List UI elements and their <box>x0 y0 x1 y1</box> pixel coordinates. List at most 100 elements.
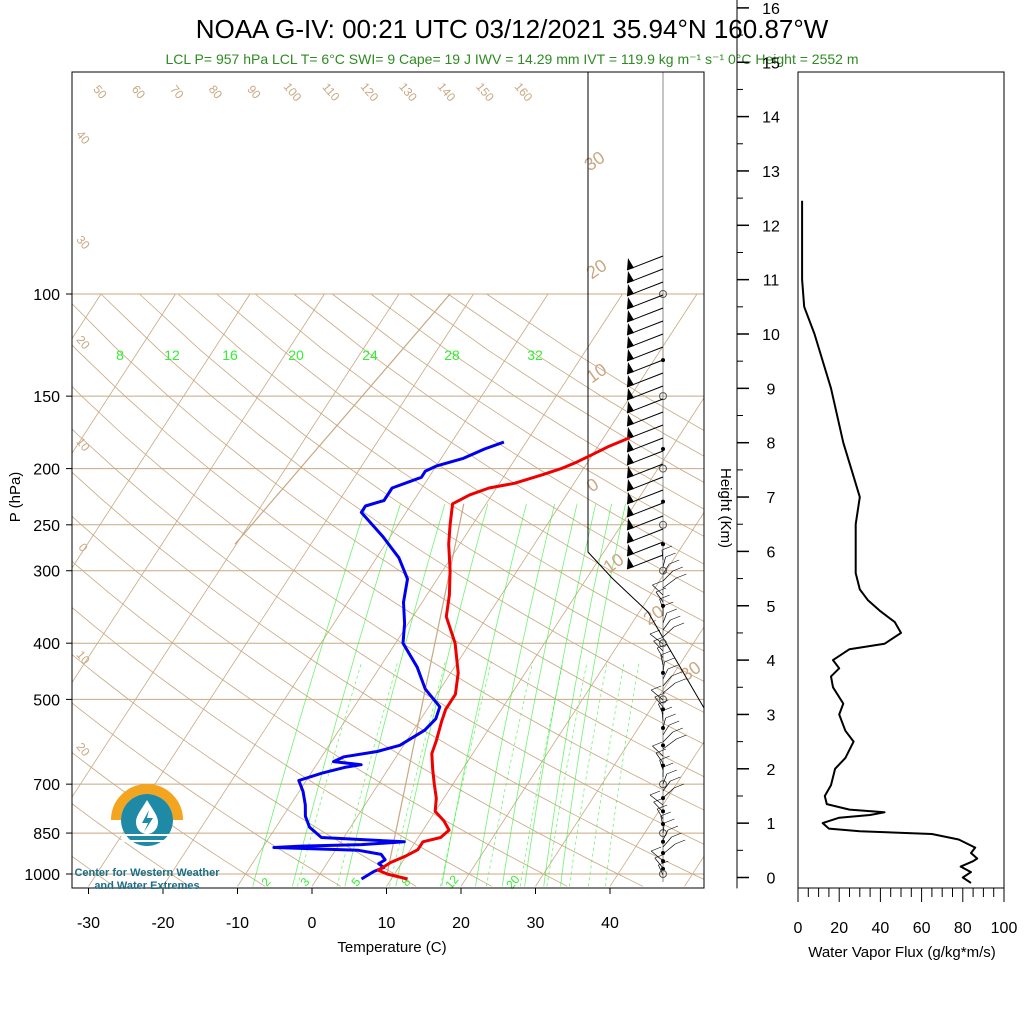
wind-barb-shaft <box>662 829 669 841</box>
skewt-frame <box>71 71 705 889</box>
wind-barb-feather <box>671 832 682 838</box>
wind-barb-feather <box>672 727 683 733</box>
wind-barb-shaft <box>662 675 672 687</box>
wind-barb-shaft <box>650 689 664 701</box>
flux-x-tick-label: 60 <box>913 920 931 937</box>
isotherm-tick-label: 120 <box>358 80 382 105</box>
isotherm-tick-label: 130 <box>396 80 420 105</box>
wind-barb-shaft <box>662 738 677 750</box>
y-tick-label: 150 <box>33 389 60 406</box>
isotherm-line <box>0 294 27 886</box>
y-tick-label: 850 <box>33 826 60 843</box>
wind-barb-feather <box>667 825 679 831</box>
temperature-profile-line <box>376 436 631 881</box>
wind-barb-flag <box>627 531 634 543</box>
moist-guide-line <box>336 661 399 887</box>
x-tick-label: 40 <box>601 915 619 932</box>
wind-barb-feather <box>675 839 686 845</box>
logo-text-line1: Center for Western Weather <box>74 867 220 879</box>
calm-wind-marker <box>659 695 667 704</box>
calm-wind-marker <box>659 392 667 401</box>
wind-barb-feather <box>676 573 687 579</box>
wind-barb-flag <box>627 479 634 491</box>
wind-barb-feather <box>661 706 673 712</box>
wind-barb-feather <box>658 699 669 705</box>
wind-barb-shaft <box>653 801 664 813</box>
wind-barb-feather <box>670 615 681 621</box>
wind-barb-shaft <box>649 794 664 806</box>
right-temperature-label: 10 <box>583 359 611 387</box>
wind-barb-flag <box>627 349 634 361</box>
wind-barb-shaft <box>662 661 665 673</box>
wind-level-dot <box>661 670 665 675</box>
mixing-ratio-bottom-label: 20 <box>503 872 523 891</box>
wind-level-dot <box>661 542 665 547</box>
reference-diagonal <box>234 293 451 545</box>
wind-barb-flag <box>627 336 634 348</box>
wind-barb-shaft <box>662 822 665 834</box>
isotherm-tick-label: 150 <box>473 80 497 105</box>
wind-barb-feather <box>660 650 671 656</box>
dry-adiabat-line <box>0 294 38 886</box>
wind-level-dot <box>661 499 665 504</box>
mixing-ratio-label: 12 <box>164 347 180 363</box>
wind-barb-feather <box>652 580 663 586</box>
wind-level-dot <box>661 866 665 871</box>
mixing-ratio-bottom-label: 12 <box>442 872 462 891</box>
dry-adiabat-line <box>72 702 341 887</box>
wind-barb-shaft <box>662 612 668 624</box>
wind-barb-shaft <box>662 731 674 743</box>
wind-barb-feather <box>670 776 681 782</box>
moist-guide-line <box>588 661 625 887</box>
dry-adiabat-line <box>72 560 568 887</box>
mixing-ratio-line <box>395 503 489 887</box>
wind-barb-flag <box>627 401 634 413</box>
wind-barb-flag <box>627 453 634 465</box>
wind-barb-flag <box>627 492 634 504</box>
wind-barb-feather <box>651 685 662 691</box>
y-axis-label: P (hPa) <box>7 472 24 523</box>
wind-barb-shaft <box>660 815 664 827</box>
logo-sun-arc <box>111 784 183 821</box>
mixing-ratio-label: 28 <box>444 347 460 363</box>
mixing-ratio-label: 20 <box>288 347 304 363</box>
wind-barb-shaft <box>658 864 664 876</box>
x-tick-label: 20 <box>452 915 470 932</box>
isotherm-tick-label: 90 <box>244 82 264 101</box>
wind-barb-shaft <box>662 787 675 799</box>
wind-barb-feather <box>651 846 662 852</box>
wind-barb-feather <box>649 629 661 635</box>
mixing-ratio-bottom-label: 2 <box>258 875 273 889</box>
wind-barb-shaft <box>652 584 664 596</box>
height-tick-label: 8 <box>767 436 776 453</box>
calm-wind-marker <box>659 870 667 878</box>
isotherm-line <box>609 740 704 887</box>
wind-barb-feather <box>652 741 663 747</box>
dry-adiabat-line <box>72 803 190 887</box>
wind-barb-shaft <box>662 626 675 638</box>
isotherm-tick-label: 100 <box>281 80 305 105</box>
wind-barb-shaft <box>662 577 677 589</box>
dry-adiabat-line <box>72 654 417 887</box>
mixing-ratio-label: 16 <box>222 347 238 363</box>
dry-adiabat-line <box>139 293 704 682</box>
dry-adiabat-line <box>72 607 492 887</box>
y-tick-label: 1000 <box>24 867 60 884</box>
wind-barb-feather <box>663 762 674 768</box>
wind-barb-feather <box>666 769 677 775</box>
y-tick-label: 300 <box>33 564 60 581</box>
x-tick-label: 0 <box>308 915 317 932</box>
wind-level-dot <box>661 743 665 748</box>
logo-text-line2: and Water Extremes <box>94 880 199 892</box>
calm-wind-marker <box>659 780 667 789</box>
flux-x-axis-label: Water Vapor Flux (g/kg*m/s) <box>808 944 996 961</box>
wind-barb-feather <box>657 643 668 649</box>
flux-x-tick-label: 40 <box>872 920 890 937</box>
wind-level-dot <box>661 446 665 451</box>
isotherm-tick-label: 110 <box>319 80 342 104</box>
wind-barb-shaft <box>653 640 664 652</box>
wind-barb-feather <box>654 853 665 859</box>
wind-barb-shaft <box>659 598 664 610</box>
wind-barb-shaft <box>655 752 664 764</box>
wind-barb-shaft <box>662 780 671 792</box>
